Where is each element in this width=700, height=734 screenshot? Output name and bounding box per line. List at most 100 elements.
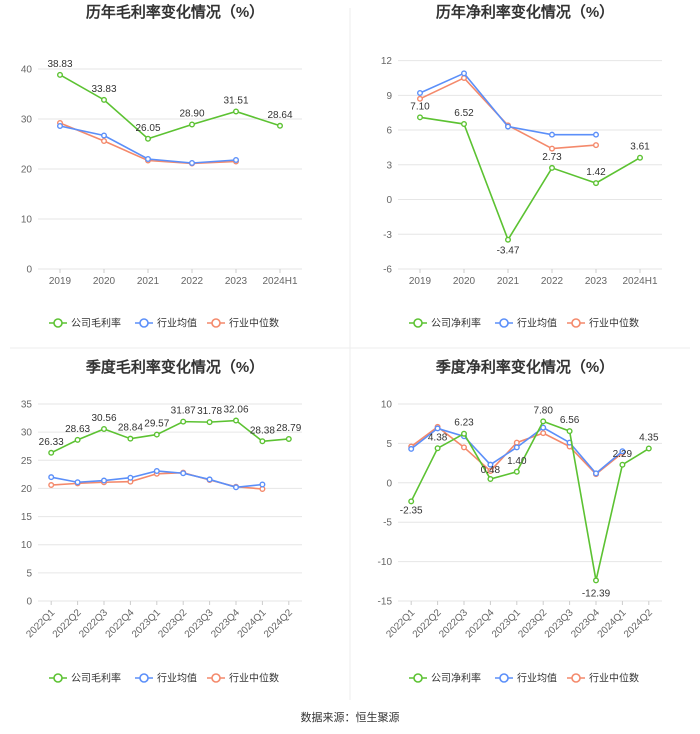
data-label: 2.29: [613, 449, 633, 460]
data-point-avg: [100, 132, 107, 139]
data-point-avg: [48, 474, 55, 481]
data-point-avg: [127, 474, 134, 481]
data-point-avg: [153, 467, 160, 474]
data-point-median: [100, 137, 107, 144]
data-point-company: [259, 438, 266, 445]
data-label: 33.83: [91, 84, 116, 95]
x-tick-label: 2020: [453, 276, 476, 287]
data-label: 28.38: [250, 425, 275, 436]
data-point-company: [549, 164, 556, 171]
x-tick-label: 2022: [181, 276, 204, 287]
y-tick-label: -10: [378, 557, 393, 568]
data-point-company: [188, 121, 195, 128]
data-label: -2.35: [400, 505, 423, 516]
x-tick-label: 2019: [49, 276, 72, 287]
y-tick-label: -5: [383, 518, 392, 529]
x-tick-label: 2019: [409, 276, 432, 287]
x-tick-label: 2024Q2: [622, 607, 655, 640]
data-point-company: [232, 108, 239, 115]
data-point-avg: [540, 424, 547, 431]
data-label: 30.56: [91, 413, 116, 424]
data-point-avg: [417, 89, 424, 96]
y-tick-label: 0: [386, 195, 392, 206]
y-tick-label: 6: [386, 126, 392, 137]
data-label: 28.84: [118, 423, 143, 434]
legend-label: 行业中位数: [229, 317, 279, 330]
legend-label: 行业中位数: [589, 317, 639, 330]
data-point-company: [540, 418, 547, 425]
data-label: 28.90: [179, 109, 204, 120]
data-point-avg: [593, 470, 600, 477]
data-point-company: [180, 418, 187, 425]
y-tick-label: 10: [21, 540, 33, 551]
legend-label: 行业均值: [157, 317, 197, 330]
data-label: 6.52: [454, 108, 474, 119]
data-point-avg: [593, 131, 600, 138]
x-tick-label: 2024H1: [622, 276, 657, 287]
data-point-company: [417, 114, 424, 121]
data-point-company: [645, 445, 652, 452]
series-line-company: [50, 419, 289, 454]
data-label: -3.47: [497, 246, 520, 257]
data-label: 28.64: [267, 110, 292, 121]
data-point-avg: [100, 477, 107, 484]
y-tick-label: 20: [21, 165, 33, 176]
legend-swatch-marker: [211, 318, 221, 328]
data-point-company: [277, 122, 284, 129]
legend-label: 行业中位数: [589, 672, 639, 685]
x-tick-label: 2023: [225, 276, 248, 287]
legend-swatch-marker: [139, 318, 149, 328]
data-point-company: [487, 476, 494, 483]
data-label: -12.39: [582, 588, 611, 599]
chart-panel-3: 季度毛利率变化情况（%）051015202530352022Q12022Q220…: [21, 358, 302, 685]
y-tick-label: 9: [386, 91, 392, 102]
data-label: 26.05: [135, 123, 160, 134]
legend-swatch-marker: [413, 318, 423, 328]
legend-label: 行业均值: [157, 672, 197, 685]
y-tick-label: -3: [383, 230, 392, 241]
series-line-company: [419, 116, 641, 242]
x-tick-label: 2021: [137, 276, 160, 287]
data-point-avg: [232, 484, 239, 491]
x-tick-label: 2024H1: [262, 276, 297, 287]
data-point-company: [593, 180, 600, 187]
data-point-avg: [619, 448, 626, 455]
y-tick-label: 3: [386, 160, 392, 171]
data-label: 7.80: [533, 405, 553, 416]
data-point-company: [153, 431, 160, 438]
legend-label: 行业均值: [517, 317, 557, 330]
data-point-company: [100, 425, 107, 432]
chart-title: 季度净利率变化情况（%）: [436, 358, 614, 376]
y-tick-label: 0: [386, 478, 392, 489]
legend-label: 行业均值: [517, 672, 557, 685]
data-point-company: [637, 154, 644, 161]
data-label: 4.35: [639, 433, 659, 444]
data-point-company: [513, 468, 520, 475]
data-point-avg: [487, 461, 494, 468]
data-point-median: [549, 145, 556, 152]
y-tick-label: 10: [21, 215, 33, 226]
legend-swatch-marker: [571, 318, 581, 328]
data-point-avg: [144, 155, 151, 162]
y-tick-label: 15: [21, 512, 33, 523]
data-point-avg: [188, 159, 195, 166]
data-point-avg: [232, 156, 239, 163]
data-point-company: [593, 577, 600, 584]
data-point-company: [57, 71, 64, 78]
data-label: 7.10: [410, 101, 430, 112]
data-point-median: [593, 142, 600, 149]
data-point-company: [619, 461, 626, 468]
data-point-company: [144, 135, 151, 142]
legend-label: 公司毛利率: [71, 317, 121, 330]
data-point-avg: [408, 445, 415, 452]
data-point-company: [566, 428, 573, 435]
chart-title: 历年净利率变化情况（%）: [436, 3, 614, 21]
data-label: 4.38: [428, 432, 448, 443]
x-tick-label: 2020: [93, 276, 116, 287]
chart-title: 历年毛利率变化情况（%）: [86, 3, 264, 21]
series-line-company: [59, 74, 281, 140]
data-point-median: [48, 482, 55, 489]
data-point-median: [417, 95, 424, 102]
y-tick-label: -15: [378, 597, 393, 608]
data-point-avg: [206, 476, 213, 483]
